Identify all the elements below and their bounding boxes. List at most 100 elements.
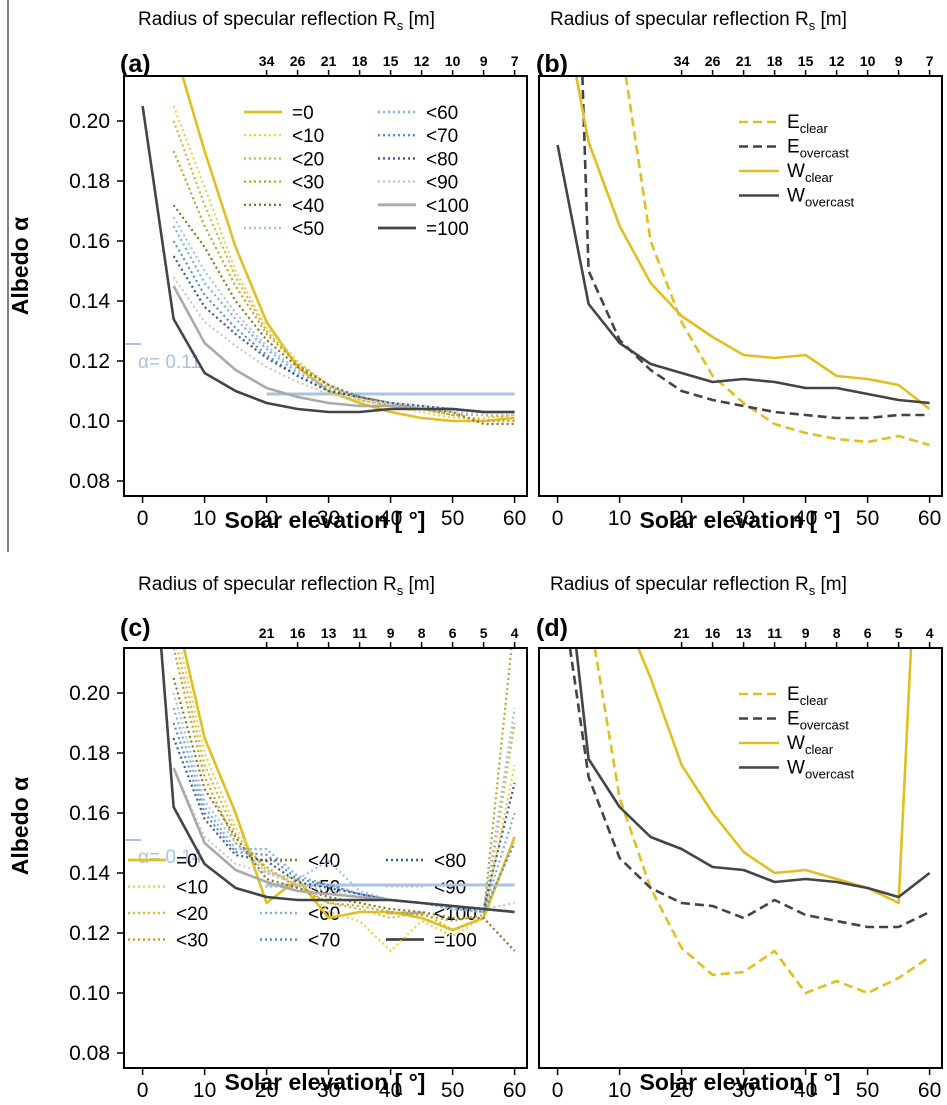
series-line-lt80 [172,255,515,414]
top-tick-label: 9 [387,625,395,641]
top-tick-label: 9 [895,53,903,69]
y-axis-label: Albedo α [7,217,33,315]
x-tick-label: 60 [918,507,941,530]
legend-label: <10 [176,878,208,899]
top-tick-label: 34 [259,53,275,69]
legend-label: =100 [426,219,469,240]
top-tick-label: 7 [511,53,519,69]
x-tick-label: 30 [317,507,340,530]
series-line-lt50 [172,692,516,914]
x-tick-label: 0 [552,507,564,530]
legend-label: <90 [426,173,458,194]
series-line-Wclear [574,76,931,411]
top-tick-label: 16 [705,625,721,641]
x-tick-label: 40 [379,1079,402,1102]
legend-label: Eclear [787,684,829,708]
top-tick-label: 12 [414,53,430,69]
y-tick-label: 0.20 [69,110,110,133]
legend-label: Eovercast [787,709,849,733]
x-tick-label: 40 [794,1079,817,1102]
y-tick-label: 0.14 [69,862,110,885]
legend-label: Eclear [787,112,829,136]
x-tick-label: 0 [552,1079,564,1102]
y-tick-label: 0.16 [69,230,110,253]
legend-label: <40 [308,851,340,872]
top-tick-label: 15 [383,53,399,69]
panel-label: (c) [120,614,151,642]
series-line-lt40 [172,677,516,952]
top-tick-label: 10 [860,53,876,69]
y-tick-label: 0.12 [69,922,110,945]
top-tick-label: 21 [321,53,337,69]
x-tick-label: 10 [193,1079,216,1102]
mean-albedo-label: α= 0.14 [138,847,203,868]
x-tick-label: 20 [255,507,278,530]
series-line-eq0 [181,76,515,423]
y-tick-label: 0.10 [69,410,110,433]
y-axis-label: Albedo α [7,777,33,875]
plot-frame [538,647,943,1069]
top-tick-label: 6 [864,625,872,641]
y-tick-label: 0.20 [69,682,110,705]
top-tick-label: 21 [736,53,752,69]
panel-label: (b) [536,50,568,78]
series-line-Wclear [636,648,913,905]
legend-label: Wovercast [787,186,854,210]
top-axis-title: Radius of specular reflection Rs [m] [138,574,435,598]
legend-label: <70 [426,126,458,147]
x-tick-label: 20 [255,1079,278,1102]
legend-label: <30 [292,173,324,194]
top-axis-title: Radius of specular reflection Rs [m] [138,9,435,33]
legend-label: <70 [308,931,340,952]
top-tick-label: 5 [480,625,488,641]
legend-label: <10 [292,126,324,147]
legend-label: <80 [434,851,466,872]
x-tick-label: 50 [856,507,879,530]
legend-label: <20 [176,904,208,925]
legend-label: <80 [426,149,458,170]
mean-albedo-label: α= 0.11 [138,352,201,373]
series-line-Eovercast [581,76,930,420]
series-line-Eclear [593,648,931,995]
x-tick-label: 0 [137,1079,149,1102]
series-line-Wovercast [574,648,931,899]
top-tick-label: 9 [802,625,810,641]
legend-label: <90 [434,878,466,899]
x-tick-label: 50 [441,1079,464,1102]
y-tick-label: 0.18 [69,742,110,765]
y-tick-label: 0.10 [69,982,110,1005]
top-tick-label: 26 [705,53,721,69]
top-tick-label: 9 [480,53,488,69]
x-axis-label: Solar elevation [ °] [640,1069,841,1095]
y-tick-label: 0.12 [69,350,110,373]
legend-label: =100 [434,931,477,952]
y-tick-label: 0.14 [69,290,110,313]
series-group [159,648,516,953]
top-tick-label: 8 [418,625,426,641]
top-axis-title: Radius of specular reflection Rs [m] [550,9,847,33]
top-tick-label: 7 [926,53,934,69]
series-group [141,76,515,426]
panel-d: Radius of specular reflection Rs [m] (d)… [536,574,943,1102]
x-axis-label: Solar elevation [ °] [225,507,426,533]
plot-frame [123,75,528,497]
series-group [568,648,931,995]
x-tick-label: 10 [608,1079,631,1102]
legend-label: <30 [176,931,208,952]
top-axis-title: Radius of specular reflection Rs [m] [550,574,847,598]
legend-label: <60 [308,904,340,925]
legend-label: <100 [426,196,469,217]
series-line-Wovercast [556,144,930,405]
top-tick-label: 18 [352,53,368,69]
x-tick-label: 10 [193,507,216,530]
series-line-lt10 [179,648,516,953]
legend-label: <50 [292,219,324,240]
legend-label: Wclear [787,733,834,757]
series-line-lt20 [172,120,515,420]
top-tick-label: 18 [767,53,783,69]
legend-label: <20 [292,149,324,170]
plot-frame [538,75,943,497]
series-line-lt20 [175,648,516,932]
x-tick-label: 60 [918,1079,941,1102]
